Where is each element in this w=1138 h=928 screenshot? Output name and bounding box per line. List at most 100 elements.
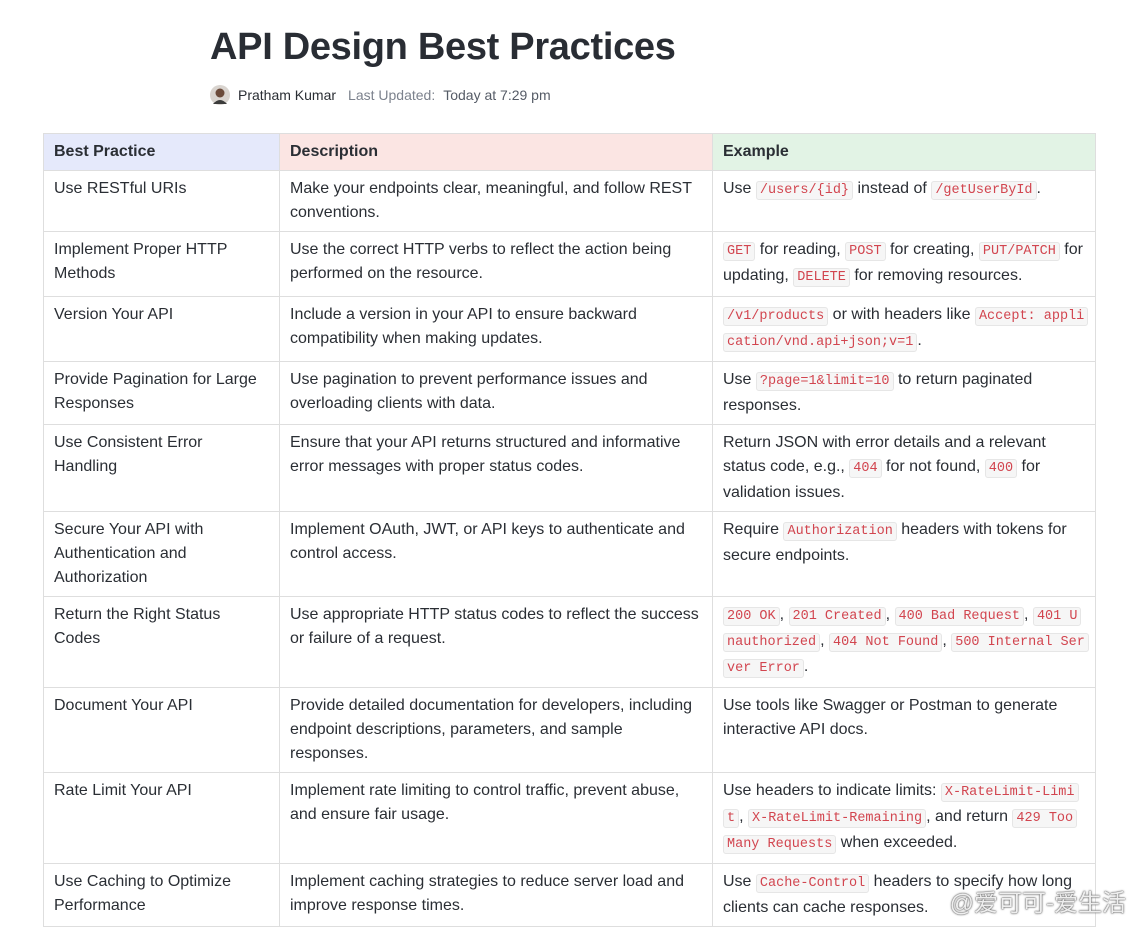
text-run: , [942, 632, 952, 649]
practice-cell: Implement Proper HTTP Methods [43, 231, 280, 297]
practice-cell: Use Caching to Optimize Performance [43, 863, 280, 927]
watermark: @爱可可-爱生活 [949, 890, 1126, 917]
example-cell: 200 OK, 201 Created, 400 Bad Request, 40… [712, 596, 1096, 688]
inline-code: POST [845, 242, 886, 261]
updated-value: Today at 7:29 pm [443, 87, 551, 103]
table-row: Rate Limit Your API Implement rate limiti… [43, 772, 1096, 864]
description-cell: Implement rate limiting to control traff… [279, 772, 713, 864]
header-row: Best Practice Description Example [43, 133, 1096, 171]
description-cell: Implement OAuth, JWT, or API keys to aut… [279, 511, 713, 597]
table-body: Use RESTful URIs Make your endpoints clea… [43, 170, 1096, 927]
table-row: Return the Right Status Codes Use appropr… [43, 596, 1096, 688]
description-cell: Use appropriate HTTP status codes to ref… [279, 596, 713, 688]
example-cell: Use Cache-Control headers to specify how… [712, 863, 1096, 927]
inline-code: 201 Created [788, 607, 886, 626]
text-run: , [1024, 606, 1033, 623]
text-run: Use [723, 180, 756, 197]
text-run: . [1036, 180, 1041, 197]
inline-code: 404 [849, 459, 882, 478]
text-run: headers with tokens for secure endpoints… [723, 521, 1067, 564]
example-cell: Use /users/{id} instead of /getUserById. [712, 170, 1096, 232]
practice-cell: Secure Your API with Authentication and … [43, 511, 280, 597]
table-row: Secure Your API with Authentication and … [43, 511, 1096, 597]
text-run: for validation issues. [723, 458, 1041, 501]
text-run: , [739, 808, 748, 825]
text-run: or with headers like [828, 306, 975, 323]
text-run: for removing resources. [849, 267, 1023, 284]
description-cell: Include a version in your API to ensure … [279, 296, 713, 362]
avatar [210, 85, 230, 105]
table-row: Version Your API Include a version in you… [43, 296, 1096, 362]
description-cell: Ensure that your API returns structured … [279, 424, 713, 512]
text-run: Use tools like Swagger or Postman to gen… [723, 697, 1058, 738]
inline-code: ?page=1&limit=10 [755, 372, 894, 391]
inline-code: Cache-Control [755, 874, 870, 893]
column-header: Example [712, 133, 1096, 171]
text-run: Use [723, 873, 756, 890]
updated-label: Last Updated: [348, 87, 436, 103]
practice-cell: Return the Right Status Codes [43, 596, 280, 688]
text-run: instead of [853, 180, 932, 197]
inline-code: Authorization [783, 522, 897, 541]
text-run: for not found, [881, 458, 985, 475]
description-cell: Make your endpoints clear, meaningful, a… [279, 170, 713, 232]
author[interactable]: Pratham Kumar [238, 87, 337, 103]
inline-code: 400 Bad Request [894, 607, 1025, 626]
inline-code: DELETE [793, 268, 850, 287]
practice-cell: Provide Pagination for Large Responses [43, 361, 280, 425]
text-run: , [885, 606, 895, 623]
practice-cell: Use Consistent Error Handling [43, 424, 280, 512]
text-run: to return paginated responses. [723, 371, 1033, 414]
inline-code: GET [723, 242, 756, 261]
inline-code: 400 [984, 459, 1018, 478]
text-run: , [820, 632, 830, 649]
table-row: Document Your API Provide detailed docume… [43, 687, 1096, 773]
table-row: Implement Proper HTTP Methods Use the cor… [43, 231, 1096, 297]
column-header: Description [279, 133, 713, 171]
example-cell: Return JSON with error details and a rel… [712, 424, 1096, 512]
text-run: for updating, [723, 241, 1083, 284]
text-run: Use headers to indicate limits: [723, 782, 941, 799]
example-cell: Use tools like Swagger or Postman to gen… [712, 687, 1096, 773]
text-run: for reading, [755, 241, 846, 258]
inline-code: /getUserById [931, 181, 1037, 200]
practice-cell: Use RESTful URIs [43, 170, 280, 232]
text-run: Use [723, 371, 756, 388]
practice-cell: Document Your API [43, 687, 280, 773]
example-cell: Use ?page=1&limit=10 to return paginated… [712, 361, 1096, 425]
table-row: Use RESTful URIs Make your endpoints clea… [43, 170, 1096, 232]
text-run: Return JSON with error details and a rel… [723, 434, 1046, 475]
inline-code: 404 Not Found [829, 633, 943, 652]
text-run: Require [723, 521, 784, 538]
text-run: . [917, 332, 922, 349]
example-cell: Use headers to indicate limits: X-RateLi… [712, 772, 1096, 864]
example-cell: GET for reading, POST for creating, PUT/… [712, 231, 1096, 297]
inline-code: /v1/products [723, 307, 829, 326]
practice-cell: Version Your API [43, 296, 280, 362]
description-cell: Provide detailed documentation for devel… [279, 687, 713, 773]
table-row: Use Consistent Error Handling Ensure that… [43, 424, 1096, 512]
text-run: . [803, 658, 809, 675]
text-run: when exceeded. [836, 834, 958, 851]
inline-code: PUT/PATCH [978, 242, 1060, 261]
text-run: , [779, 606, 789, 623]
practice-cell: Rate Limit Your API [43, 772, 280, 864]
inline-code: 200 OK [723, 607, 780, 626]
text-run: for creating, [885, 241, 979, 258]
table-row: Provide Pagination for Large Responses Us… [43, 361, 1096, 425]
description-cell: Use pagination to prevent performance is… [279, 361, 713, 425]
practices-table: Best Practice Description Example Use REST… [43, 133, 1096, 927]
example-cell: Require Authorization headers with token… [712, 511, 1096, 597]
description-cell: Use the correct HTTP verbs to reflect th… [279, 231, 713, 297]
text-run: headers to specify how long clients can … [723, 873, 1073, 916]
column-header: Best Practice [43, 133, 280, 171]
text-run: , and return [926, 808, 1013, 825]
table-row: Use Caching to Optimize Performance Imple… [43, 863, 1096, 927]
doc-meta: Pratham Kumar Last Updated: Today at 7:2… [210, 85, 551, 105]
inline-code: /users/{id} [755, 181, 854, 200]
example-cell: /v1/products or with headers like Accept… [712, 296, 1096, 362]
doc-title: API Design Best Practices [210, 26, 676, 68]
inline-code: X-RateLimit-Remaining [748, 809, 927, 828]
description-cell: Implement caching strategies to reduce s… [279, 863, 713, 927]
